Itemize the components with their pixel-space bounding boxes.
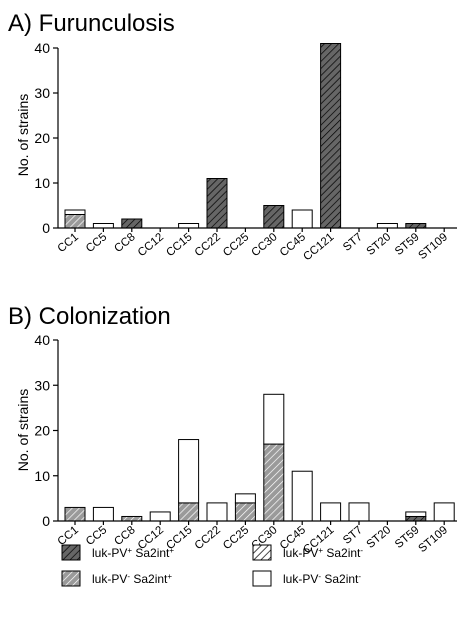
x-tick-label-cc15: CC15 <box>164 231 194 259</box>
y-tick-label: 40 <box>34 40 50 56</box>
bar-segment-pp-cc121 <box>320 43 342 229</box>
x-tick-label-cc12: CC12 <box>136 231 166 259</box>
legend-swatch-pp <box>61 544 81 561</box>
bar-segment-mm-st59 <box>405 511 427 517</box>
x-tick-label-st109: ST109 <box>416 524 450 555</box>
bar-segment-pp-st59 <box>405 223 427 229</box>
x-tick-label-cc5: CC5 <box>84 231 109 255</box>
x-tick-label-cc121: CC121 <box>301 231 336 263</box>
panel-a-title: A) Furunculosis <box>8 10 175 37</box>
legend-label-pm: luk-PV+ Sa2int- <box>283 546 363 561</box>
panel-furunculosis: A) Furunculosis No. of strains 0 10 20 30 40… <box>8 10 457 263</box>
bar-segment-mm-cc15 <box>178 223 200 229</box>
x-tick-label-cc25: CC25 <box>221 524 251 552</box>
bar-segment-pp-cc8 <box>121 218 143 229</box>
bar-segment-mm-cc1 <box>64 209 86 215</box>
y-tick-label: 10 <box>34 175 50 191</box>
x-tick-label-cc1: CC1 <box>56 231 81 255</box>
legend: luk-PV+ Sa2int+ luk-PV+ Sa2int-luk-PV- Sa… <box>61 544 363 587</box>
x-tick-label-cc25: CC25 <box>221 231 251 259</box>
y-tick-label: 0 <box>42 513 50 529</box>
y-tick-label: 40 <box>34 332 50 348</box>
legend-swatch-pm <box>252 544 272 561</box>
y-tick-label: 20 <box>34 130 50 146</box>
bar-segment-mm-cc121 <box>320 502 342 522</box>
bar-segment-mm-cc22 <box>206 502 228 522</box>
x-tick-label-cc22: CC22 <box>193 231 223 259</box>
x-tick-label-st20: ST20 <box>365 524 394 551</box>
panel-a-y-axis-label: No. of strains <box>15 94 31 176</box>
y-tick-label: 30 <box>34 377 50 393</box>
legend-label-mm: luk-PV- Sa2int- <box>283 572 361 587</box>
bar-segment-mm-cc5 <box>92 223 114 229</box>
bar-segment-mm-cc25 <box>234 493 256 504</box>
bar-segment-mp-cc1 <box>64 506 86 522</box>
legend-label-mp: luk-PV- Sa2int+ <box>92 572 172 587</box>
x-tick-label-st7: ST7 <box>341 524 365 547</box>
x-tick-label-st20: ST20 <box>365 231 394 258</box>
y-tick-label: 30 <box>34 85 50 101</box>
panel-b-y-axis-label: No. of strains <box>15 389 31 471</box>
bar-segment-mm-st109 <box>433 502 455 522</box>
bar-segment-mm-st20 <box>376 223 398 229</box>
x-tick-label-cc5: CC5 <box>84 524 109 548</box>
bar-segment-mm-cc45 <box>291 470 313 522</box>
bar-segment-mm-cc5 <box>92 506 114 522</box>
x-tick-label-cc8: CC8 <box>112 231 137 255</box>
bar-segment-mm-cc45 <box>291 209 313 229</box>
x-tick-label-st7: ST7 <box>341 231 365 254</box>
y-tick-label: 10 <box>34 468 50 484</box>
bar-segment-mm-st7 <box>348 502 370 522</box>
y-tick-label: 0 <box>42 220 50 236</box>
bar-segment-mp-cc8 <box>121 515 143 522</box>
legend-swatch-mm <box>252 570 272 587</box>
bar-segment-mm-cc12 <box>149 511 171 522</box>
bar-segment-mp-cc25 <box>234 502 256 522</box>
bar-segment-mp-cc1 <box>64 214 86 229</box>
legend-label-pp: luk-PV+ Sa2int+ <box>92 546 174 561</box>
y-tick-label: 20 <box>34 423 50 439</box>
bar-segment-pp-cc30 <box>263 205 285 229</box>
x-tick-label-cc30: CC30 <box>249 231 279 259</box>
x-tick-label-cc8: CC8 <box>112 524 137 548</box>
x-tick-label-cc1: CC1 <box>56 524 81 548</box>
bar-segment-mm-cc30 <box>263 393 285 445</box>
bar-segment-pp-cc22 <box>206 178 228 229</box>
bar-segment-pp-st59 <box>405 515 427 522</box>
bar-segment-mp-cc30 <box>263 443 285 522</box>
bar-segment-mp-cc15 <box>178 502 200 522</box>
panel-colonization: B) Colonization No. of strains 0 10 20 30 40… <box>8 303 457 556</box>
panel-b-title: B) Colonization <box>8 303 171 330</box>
bar-segment-mm-cc15 <box>178 439 200 504</box>
legend-swatch-mp <box>61 570 81 587</box>
x-tick-label-st109: ST109 <box>416 231 450 262</box>
x-tick-label-cc22: CC22 <box>193 524 223 552</box>
